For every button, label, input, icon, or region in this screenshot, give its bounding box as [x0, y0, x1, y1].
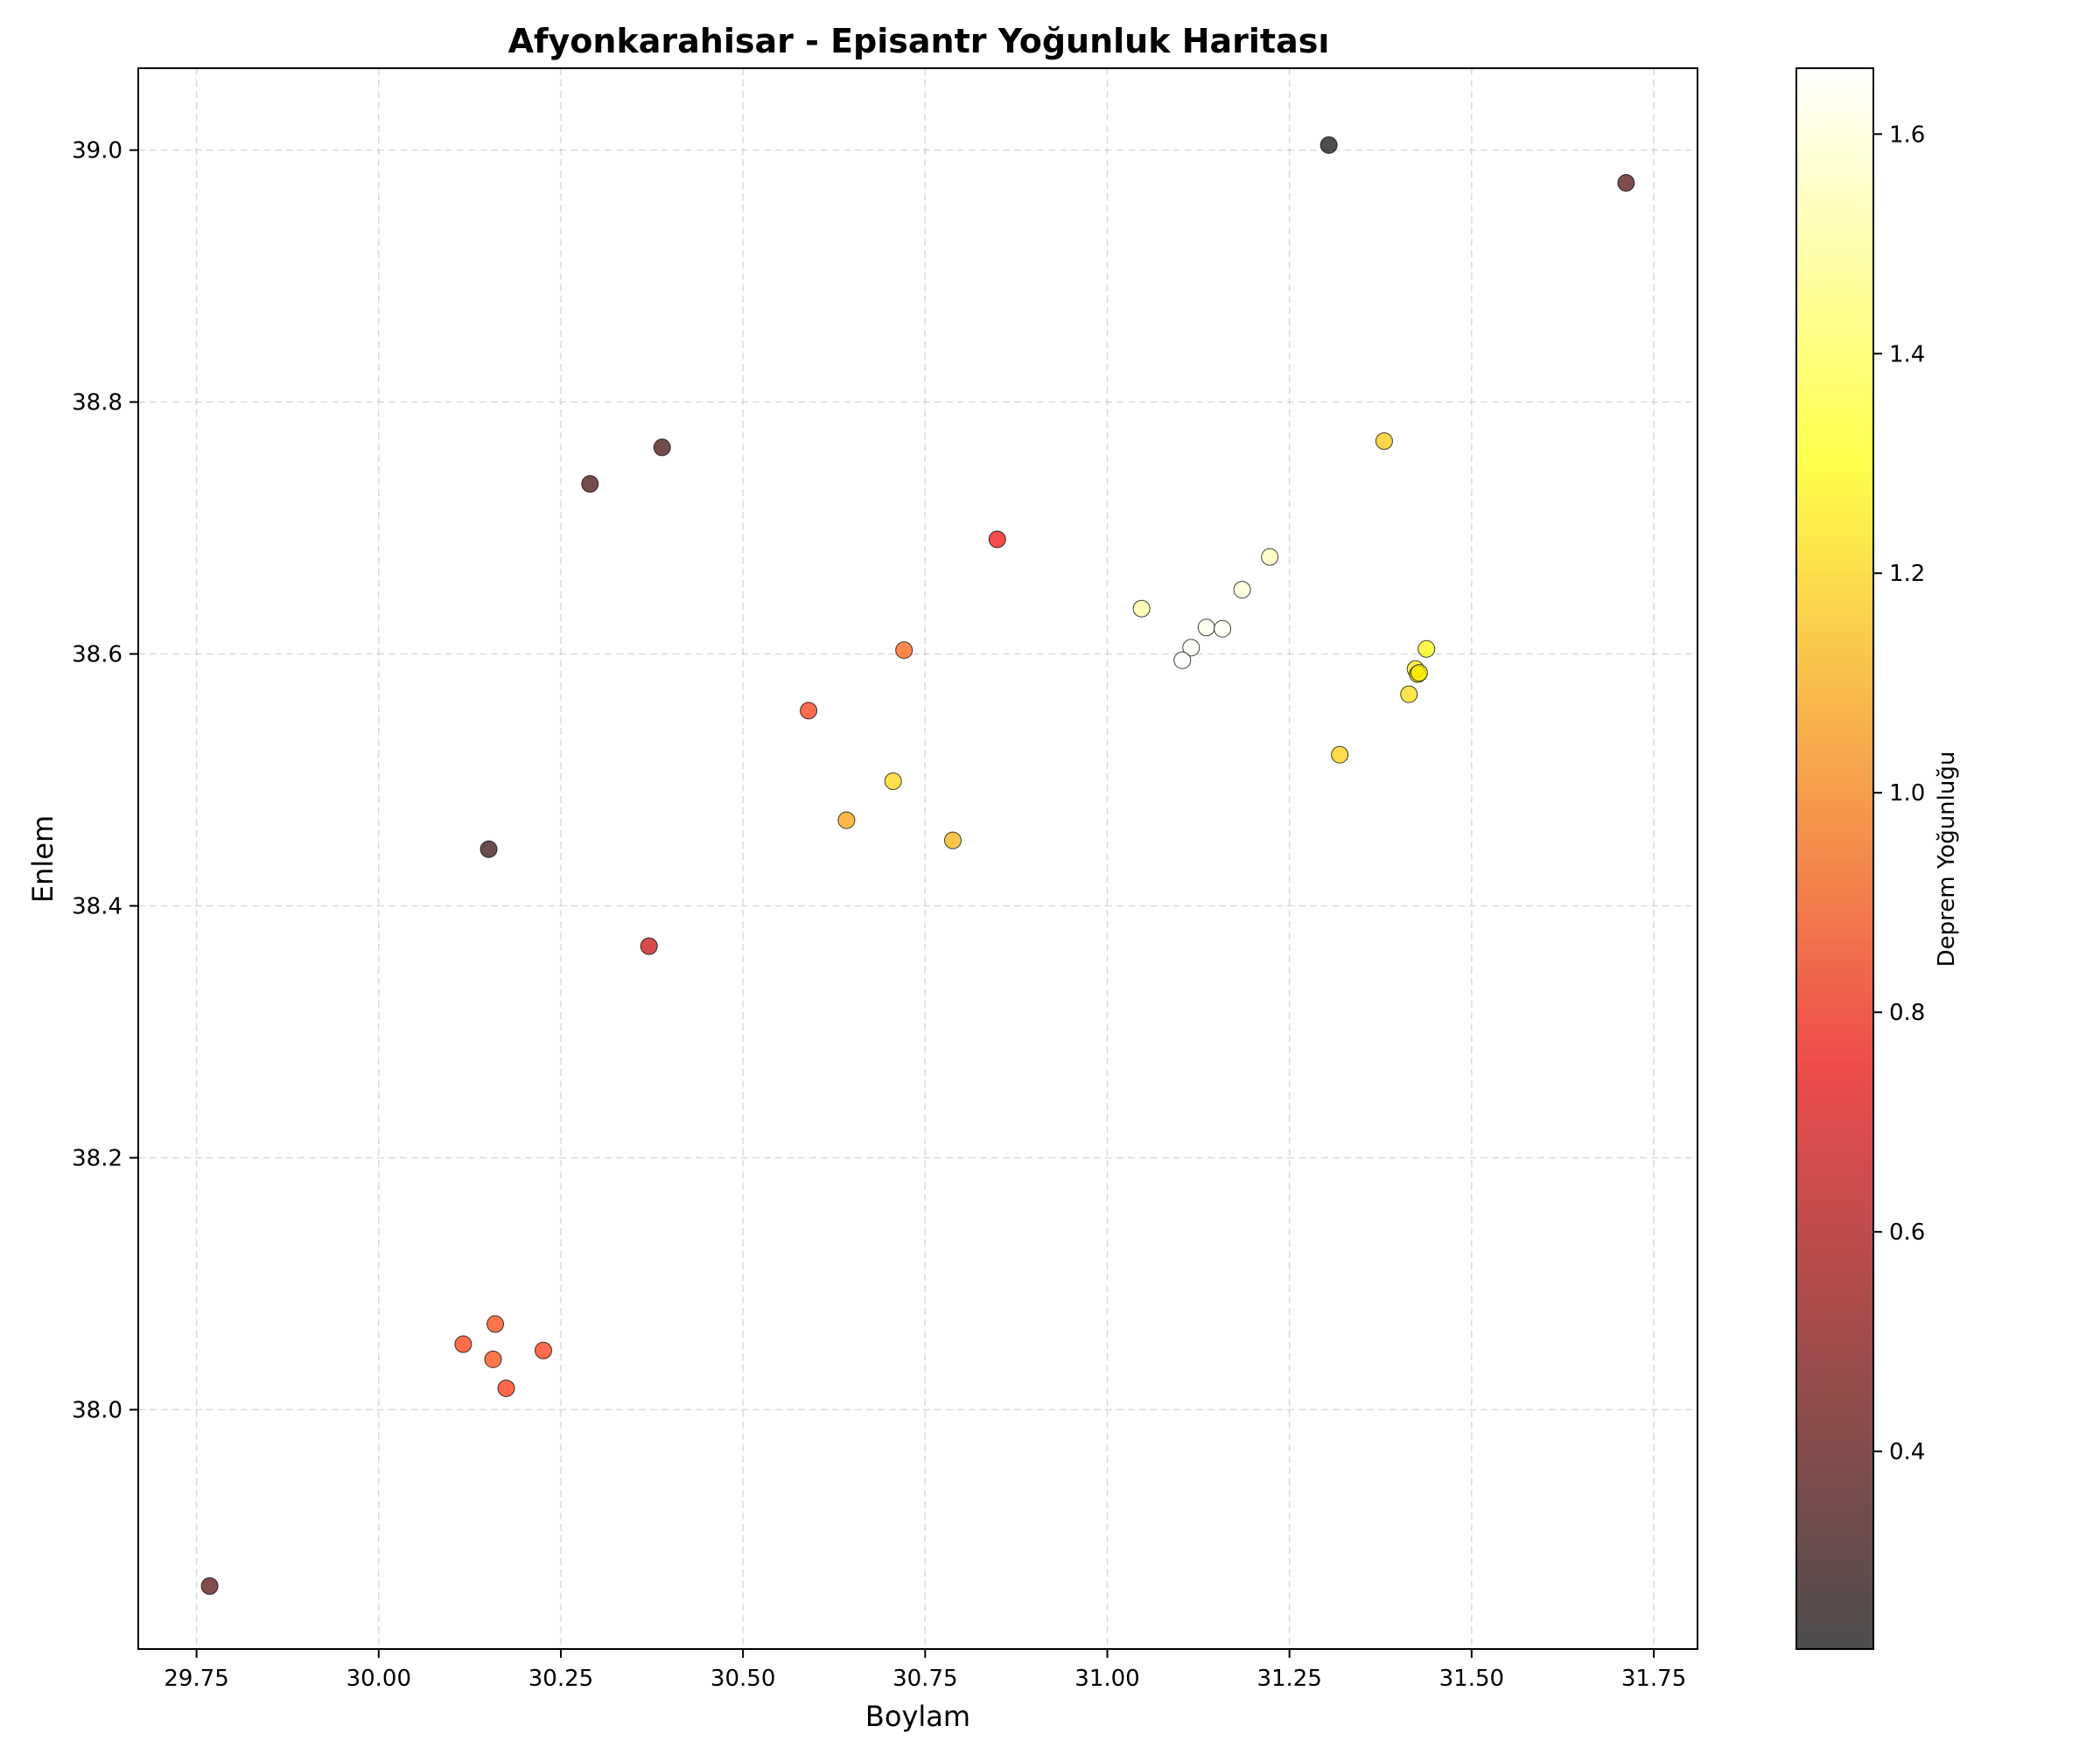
colorbar-frame: [1796, 67, 1874, 1650]
epicenter-point: [484, 1350, 502, 1368]
epicenter-point: [640, 937, 658, 955]
epicenter-point: [1375, 432, 1393, 451]
y-tick-label: 39.0: [72, 138, 122, 164]
epicenter-point: [1418, 639, 1436, 658]
epicenter-point: [581, 475, 599, 493]
colorbar-ticks: 0.4 0.6 0.8 1.0 1.2 1.4 1.6: [1873, 122, 1925, 1465]
x-tick-label: 30.00: [346, 1666, 411, 1692]
colorbar-tick-label: 0.6: [1889, 1219, 1925, 1246]
x-tick-label: 31.00: [1074, 1666, 1139, 1692]
colorbar-label: Deprem Yoğunluğu: [1934, 751, 1960, 968]
x-tick-label: 30.50: [710, 1666, 775, 1692]
epicenter-point: [1331, 745, 1349, 764]
plot-area-frame: [137, 67, 1698, 1650]
epicenter-point: [200, 1577, 219, 1596]
y-tick-label: 38.4: [72, 893, 122, 919]
epicenter-point: [1320, 136, 1338, 154]
epicenter-point: [1261, 548, 1279, 566]
colorbar-tick-label: 1.2: [1889, 561, 1925, 587]
epicenter-point: [497, 1379, 515, 1397]
colorbar-tick-label: 1.6: [1889, 122, 1925, 148]
epicenter-point: [1400, 685, 1418, 703]
grid-lines: [138, 68, 1698, 1649]
x-tick-label: 31.25: [1256, 1666, 1321, 1692]
epicenter-point: [1617, 174, 1635, 192]
epicenter-point: [1214, 619, 1232, 638]
colorbar-tick-label: 1.0: [1889, 780, 1925, 807]
y-tick-label: 38.6: [72, 642, 122, 668]
epicenter-point: [1173, 651, 1192, 669]
epicenter-point: [486, 1315, 505, 1333]
y-axis-label: Enlem: [26, 815, 60, 903]
y-tick-label: 38.0: [72, 1397, 122, 1423]
chart-title: Afyonkarahisar - Episantr Yoğunluk Harit…: [508, 22, 1330, 60]
x-tick-label: 31.50: [1439, 1666, 1504, 1692]
x-tick-label: 29.75: [164, 1666, 228, 1692]
x-axis-ticks: 29.75 30.00 30.25 30.50 30.75 31.00 31.25 31.50…: [164, 1649, 1686, 1692]
colorbar: [1796, 68, 1873, 1649]
epicenter-point: [1182, 639, 1200, 657]
x-tick-label: 31.75: [1621, 1666, 1686, 1692]
colorbar-tick-label: 1.4: [1889, 341, 1925, 367]
epicenter-point: [1132, 599, 1151, 618]
epicenter-point: [895, 641, 914, 660]
colorbar-tick-label: 0.4: [1889, 1439, 1925, 1465]
y-axis-ticks: 38.0 38.2 38.4 38.6 38.8 39.0: [72, 138, 138, 1423]
epicenter-point: [653, 438, 671, 457]
epicenter-point: [800, 702, 818, 720]
y-tick-label: 38.8: [72, 390, 122, 416]
epicenter-point: [1233, 581, 1251, 599]
data-points: [200, 136, 1635, 1596]
epicenter-point: [988, 530, 1006, 549]
epicenter-point: [884, 772, 902, 790]
epicenter-point: [837, 811, 856, 829]
x-axis-label: Boylam: [865, 1700, 970, 1733]
x-tick-label: 30.25: [528, 1666, 593, 1692]
x-tick-label: 30.75: [892, 1666, 957, 1692]
epicenter-point: [1197, 618, 1215, 637]
colorbar-tick-label: 0.8: [1889, 1000, 1925, 1026]
epicenter-point: [454, 1335, 472, 1353]
epicenter-point: [534, 1341, 552, 1359]
y-tick-label: 38.2: [72, 1145, 122, 1171]
epicenter-point: [480, 840, 498, 858]
epicenter-point: [1410, 664, 1428, 682]
epicenter-point: [943, 831, 962, 849]
